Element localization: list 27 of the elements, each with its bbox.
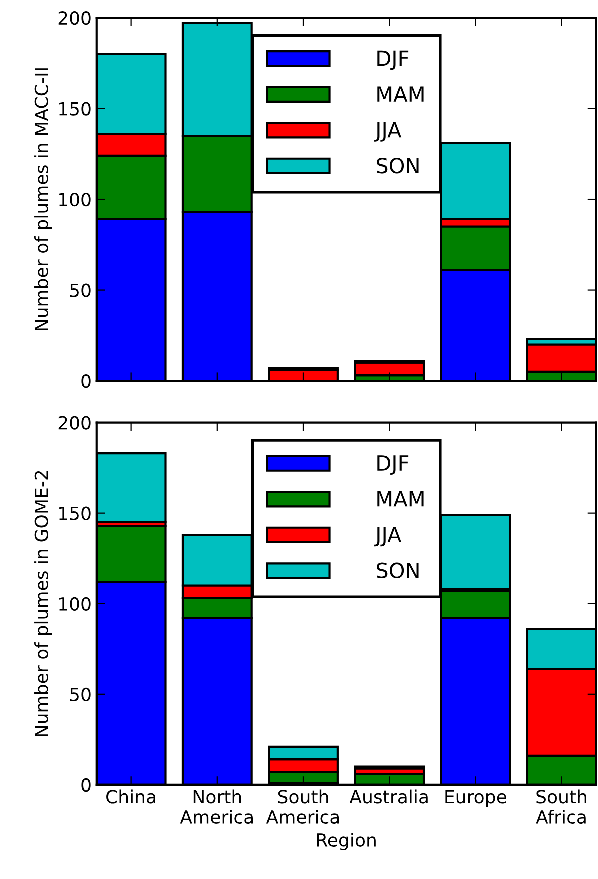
y-tick-label: 200 <box>58 416 91 430</box>
legend-label: DJF <box>378 456 409 476</box>
legend-label: JJA <box>374 527 402 547</box>
y-tick-label: 0 <box>82 778 91 792</box>
legend-label: MAM <box>378 86 424 102</box>
y-tick-label: 100 <box>60 597 91 611</box>
y-tick-label: 50 <box>70 688 91 702</box>
x-axis-title: Region <box>317 833 376 851</box>
x-tick-label: Europe <box>446 790 506 808</box>
y-tick-label: 150 <box>60 102 91 116</box>
legend-label: SON <box>376 562 419 579</box>
x-tick-label: China <box>106 790 156 804</box>
y-tick-label: 0 <box>82 374 91 388</box>
x-tick-label: South Africa <box>536 790 586 824</box>
legend-label: DJF <box>378 50 409 70</box>
y-axis-title: Number of plumes in MACC-II <box>34 68 52 330</box>
legend-label: SON <box>376 158 419 174</box>
x-tick-label: Australia <box>350 790 428 804</box>
y-tick-label: 100 <box>60 192 91 207</box>
y-tick-label: 200 <box>58 11 91 26</box>
legend-label: JJA <box>374 122 402 142</box>
y-tick-label: 150 <box>60 506 91 520</box>
y-tick-label: 50 <box>70 284 91 298</box>
legend-label: MAM <box>378 491 424 507</box>
x-tick-label: North America <box>180 790 254 824</box>
x-tick-label: South America <box>266 790 340 824</box>
y-axis-title: Number of plumes in GOME-2 <box>34 471 52 736</box>
